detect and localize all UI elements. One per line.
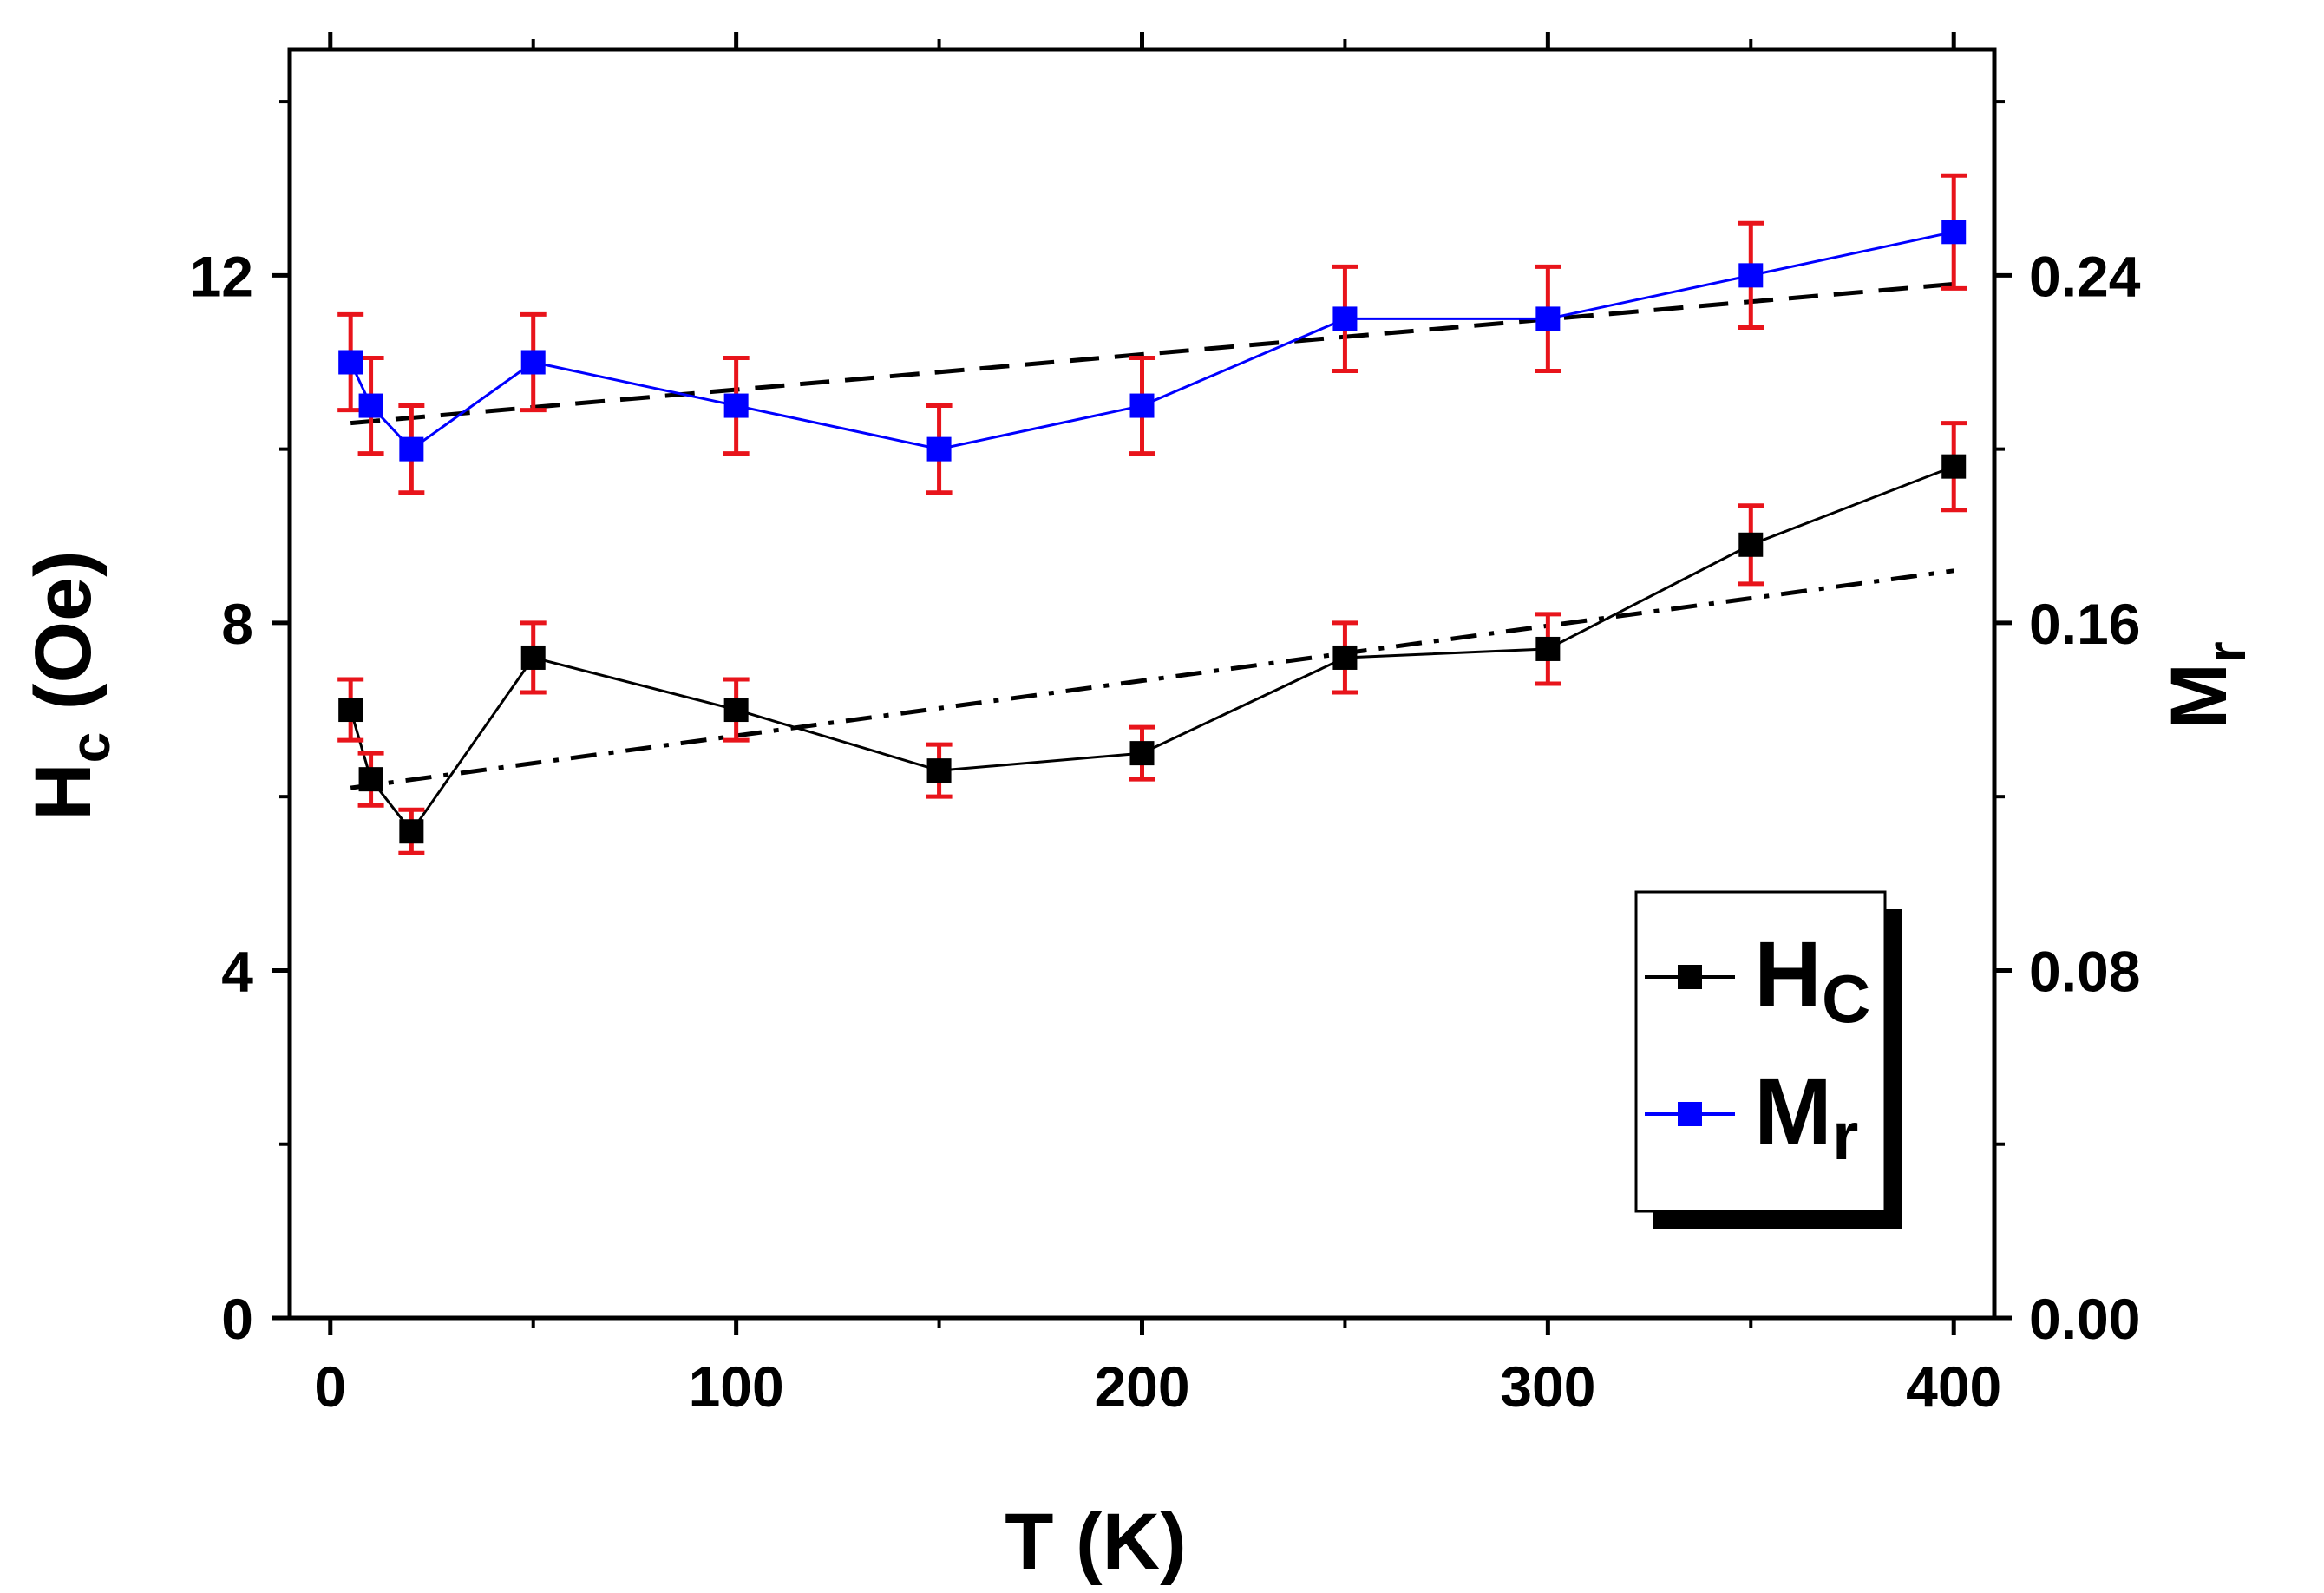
hc-series-line — [349, 465, 1954, 834]
x-tick-label: 0 — [314, 1354, 346, 1419]
hc-fit-line — [350, 568, 1954, 790]
y2-tick-label: 0.00 — [2029, 1287, 2140, 1351]
hc-marker — [723, 698, 749, 723]
x-tick-label: 300 — [1500, 1354, 1595, 1419]
x-axis-title: T (K) — [1005, 1498, 1186, 1586]
mr-marker — [358, 393, 383, 418]
hc-marker — [1738, 532, 1764, 557]
hc-marker — [1535, 636, 1561, 661]
axis-ticks: 0 100 200 300 400 0 4 8 12 0.00 0.08 0.16 0.24 — [190, 32, 2141, 1419]
mr-marker — [520, 350, 546, 375]
mr-marker — [1332, 306, 1358, 331]
y-axis-title: Hc (Oe) — [19, 550, 121, 821]
y-tick-label: 12 — [190, 244, 253, 308]
hc-marker — [1129, 741, 1155, 766]
x-tick-label: 200 — [1094, 1354, 1189, 1419]
legend-label-mr: Mr — [1754, 1059, 1858, 1174]
legend: HC Mr — [1634, 890, 1902, 1229]
hc-marker — [399, 819, 424, 844]
legend-label-hc: HC — [1754, 921, 1870, 1037]
x-tick-label: 100 — [689, 1354, 784, 1419]
y2-tick-label: 0.24 — [2029, 244, 2141, 308]
y2-axis-title: Mr — [2155, 641, 2257, 730]
x-tick-label: 400 — [1906, 1354, 2001, 1419]
mr-marker — [926, 436, 952, 462]
mr-marker — [1129, 393, 1155, 418]
y-axis-title-rest: (Oe) — [19, 550, 108, 732]
mr-marker — [723, 393, 749, 418]
y2-tick-label: 0.08 — [2029, 939, 2140, 1003]
hc-marker — [358, 767, 383, 792]
legend-box — [1634, 890, 1887, 1213]
mr-marker — [1535, 306, 1561, 331]
y-tick-label: 8 — [221, 592, 253, 656]
mr-marker — [1738, 263, 1764, 288]
hc-marker — [1332, 645, 1358, 670]
mr-marker — [399, 436, 424, 462]
fit-lines — [350, 281, 1954, 790]
y2-axis-title-main: M — [2155, 663, 2243, 730]
svg-text:Mr: Mr — [2155, 641, 2257, 730]
y-axis-title-sub: c — [59, 732, 121, 764]
mr-marker — [1941, 220, 1967, 245]
y-tick-label: 0 — [221, 1287, 253, 1351]
hc-marker — [520, 645, 546, 670]
hc-marker — [1941, 454, 1967, 479]
data-series — [337, 173, 1967, 856]
legend-marker-hc — [1678, 965, 1702, 989]
y2-tick-label: 0.16 — [2029, 592, 2140, 656]
legend-marker-mr — [1678, 1102, 1702, 1126]
svg-text:Hc (Oe): Hc (Oe) — [19, 550, 121, 821]
hc-marker — [926, 758, 952, 783]
y2-axis-title-sub: r — [2195, 641, 2257, 663]
hc-marker — [338, 698, 363, 723]
mr-marker — [338, 350, 363, 375]
y-tick-label: 4 — [221, 939, 253, 1003]
y-axis-title-main: H — [19, 763, 108, 820]
